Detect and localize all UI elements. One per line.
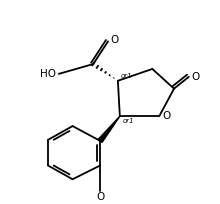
Text: O: O [192,72,200,82]
Text: HO: HO [40,69,56,79]
Text: or1: or1 [121,73,132,79]
Text: O: O [110,35,118,45]
Polygon shape [98,116,120,142]
Text: O: O [96,192,104,202]
Text: or1: or1 [123,118,134,124]
Text: O: O [162,111,170,121]
